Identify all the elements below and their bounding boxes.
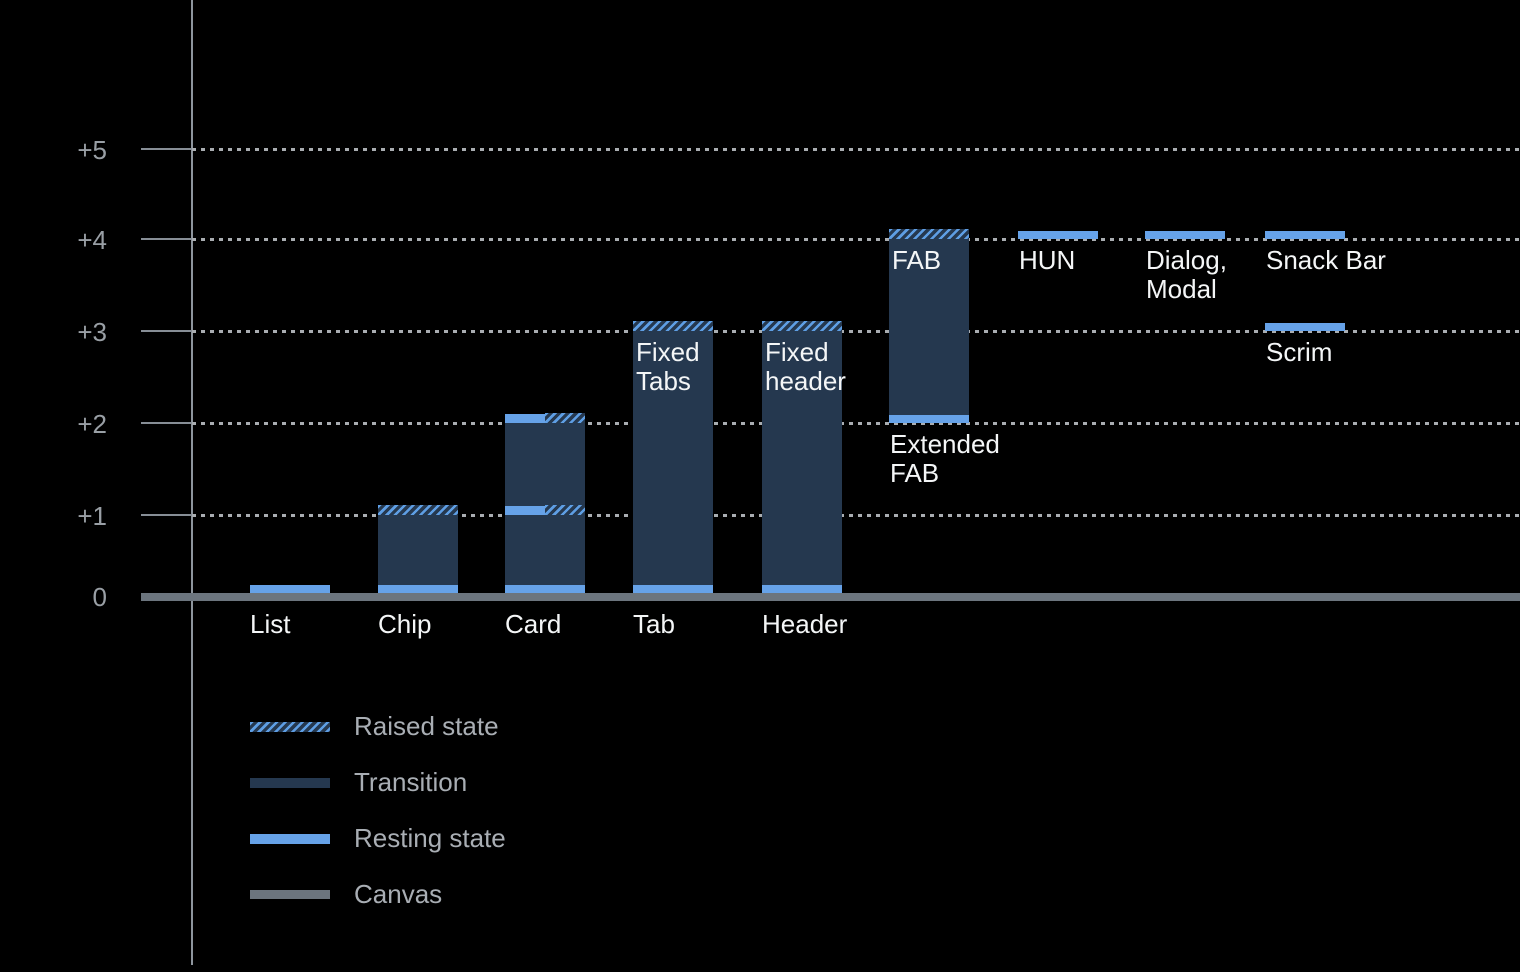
legend-swatch-resting (250, 834, 330, 844)
legend-label-resting-state: Resting state (354, 823, 506, 853)
y-axis-label-4: +4 (77, 225, 107, 255)
y-axis-label-0: 0 (92, 582, 107, 612)
inner-label-tab: Fixed Tabs (636, 337, 700, 396)
legend-swatch-raised (250, 722, 330, 732)
category-label-list: List (250, 609, 291, 639)
legend-label-transition: Transition (354, 767, 468, 797)
raised-band-tab (633, 321, 713, 331)
below-label-scrim: Scrim (1266, 337, 1333, 367)
legend-label-raised-state: Raised state (354, 711, 499, 741)
y-axis-label-2: +2 (77, 409, 107, 439)
transition-band-chip (378, 515, 458, 585)
resting-band-chip (378, 585, 458, 593)
y-axis-label-1: +1 (77, 501, 107, 531)
raised-band-card (545, 505, 585, 515)
resting-band-scrim (1265, 323, 1345, 331)
raised-band-chip (378, 505, 458, 515)
y-axis-label-3: +3 (77, 317, 107, 347)
y-axis-line (191, 0, 193, 965)
category-label-tab: Tab (633, 609, 675, 639)
resting-band-hun (1018, 231, 1098, 239)
raised-band-extended-fab (889, 229, 969, 239)
transition-band-card (505, 423, 585, 585)
y-axis-tick-4 (141, 238, 193, 240)
transition-band-tab (633, 331, 713, 585)
gridline-2 (192, 422, 1520, 425)
canvas-baseline (141, 593, 1520, 601)
inner-label-extended-fab: FAB (892, 245, 942, 275)
legend-label-canvas: Canvas (354, 879, 443, 909)
gridline-1 (192, 514, 1520, 517)
resting-band-dialog-modal (1145, 231, 1225, 239)
legend-swatch-canvas (250, 890, 330, 899)
resting-band-extended-fab (889, 415, 969, 423)
transition-band-extended-fab (889, 239, 969, 415)
below-label-snack-bar: Snack Bar (1266, 245, 1386, 275)
resting-band-card (505, 506, 545, 515)
transition-band-header (762, 331, 842, 585)
y-axis-tick-2 (141, 422, 193, 424)
category-label-card: Card (505, 609, 562, 639)
raised-band-card (545, 413, 585, 423)
gridline-4 (192, 238, 1520, 241)
resting-band-tab (633, 585, 713, 593)
y-axis-tick-3 (141, 330, 193, 332)
resting-band-card (505, 585, 585, 593)
resting-band-list (250, 585, 330, 593)
resting-band-card (505, 414, 545, 423)
legend-swatch-transition (250, 778, 330, 788)
inner-label-header: Fixed header (765, 337, 846, 396)
resting-band-snack-bar (1265, 231, 1345, 239)
category-label-chip: Chip (378, 609, 432, 639)
y-axis-tick-1 (141, 514, 193, 516)
resting-band-header (762, 585, 842, 593)
below-label-extended-fab: Extended FAB (890, 429, 1000, 488)
below-label-hun: HUN (1019, 245, 1076, 275)
y-axis-label-5: +5 (77, 135, 107, 165)
category-label-header: Header (762, 609, 848, 639)
below-label-dialog-modal: Dialog, Modal (1146, 245, 1227, 304)
gridline-5 (192, 148, 1520, 151)
gridline-3 (192, 330, 1520, 333)
raised-band-header (762, 321, 842, 331)
y-axis-tick-5 (141, 148, 193, 150)
